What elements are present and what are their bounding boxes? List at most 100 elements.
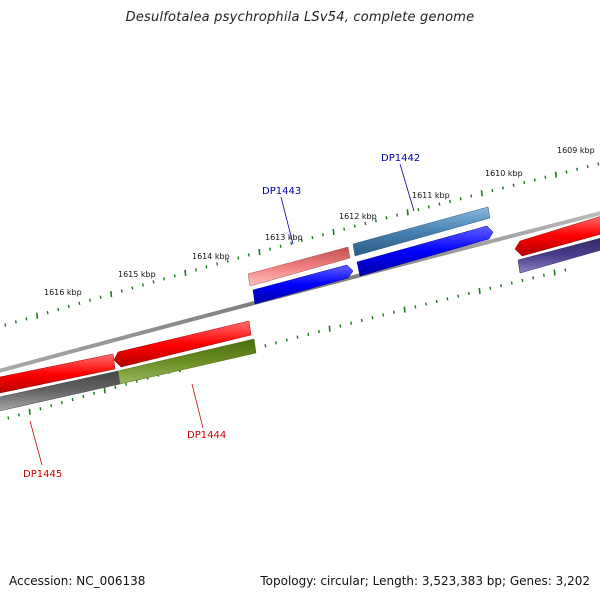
minor-tick [532, 276, 535, 280]
minor-tick [512, 183, 515, 187]
minor-tick [152, 280, 155, 284]
major-tick [403, 306, 406, 313]
leader-dp1444 [191, 383, 204, 429]
minor-tick [459, 197, 462, 201]
minor-tick [371, 316, 374, 320]
major-tick [332, 228, 335, 236]
major-tick [35, 312, 39, 319]
minor-tick [46, 310, 49, 315]
minor-tick [438, 202, 441, 206]
major-tick [553, 269, 556, 276]
minor-tick [427, 205, 430, 209]
minor-tick [71, 397, 74, 402]
minor-tick [353, 224, 356, 228]
tick-label-1610: 1610 kbp [485, 169, 523, 178]
minor-tick [392, 310, 395, 314]
minor-tick [586, 165, 589, 169]
minor-tick [237, 256, 240, 260]
feature-blue-arrow-a[interactable] [356, 225, 494, 277]
minor-tick [374, 219, 377, 223]
minor-tick [99, 295, 102, 299]
minor-tick [435, 299, 438, 304]
major-tick [28, 408, 31, 415]
minor-tick [396, 213, 399, 217]
feature-dp1444[interactable] [117, 338, 257, 385]
minor-tick [300, 238, 303, 243]
minor-tick [350, 321, 353, 325]
minor-tick [311, 235, 314, 240]
minor-tick [67, 304, 70, 309]
minor-tick [360, 318, 363, 323]
minor-tick [523, 180, 526, 185]
gene-label-dp1445[interactable]: DP1445 [23, 469, 62, 480]
major-tick [554, 171, 558, 178]
minor-tick [576, 167, 579, 171]
minor-tick [533, 178, 536, 182]
minor-tick [597, 162, 600, 166]
minor-tick [343, 227, 346, 231]
feature-dp1443[interactable] [247, 246, 351, 287]
feature-dp1442[interactable] [352, 206, 491, 257]
minor-tick [521, 278, 524, 283]
tick-label-1612: 1612 kbp [339, 212, 377, 221]
major-tick [258, 249, 261, 256]
minor-tick [491, 188, 494, 193]
minor-tick [500, 284, 503, 288]
major-tick [184, 269, 187, 276]
tick-label-1614: 1614 kbp [192, 252, 230, 261]
minor-tick [489, 286, 492, 290]
tick-label-1615: 1615 kbp [118, 270, 156, 279]
gene-label-dp1443[interactable]: DP1443 [262, 186, 301, 197]
minor-tick [470, 194, 473, 198]
major-tick [478, 287, 481, 294]
minor-tick [18, 413, 20, 417]
minor-tick [269, 247, 272, 251]
gene-label-dp1444[interactable]: DP1444 [187, 430, 226, 441]
minor-tick [417, 207, 420, 212]
minor-tick [542, 273, 545, 277]
tick-label-1609: 1609 kbp [557, 146, 595, 155]
tick-label-1611: 1611 kbp [412, 191, 450, 200]
minor-tick [457, 294, 460, 298]
minor-tick [339, 324, 342, 328]
minor-tick [39, 407, 42, 411]
gene-label-dp1442[interactable]: DP1442 [381, 153, 420, 164]
minor-tick [364, 221, 367, 226]
minor-tick [60, 400, 63, 405]
feature-red-arrow-right[interactable] [514, 215, 600, 257]
minor-tick [307, 332, 310, 336]
leader-dp1445 [29, 420, 43, 466]
accession-text: Accession: NC_006138 [9, 574, 146, 588]
minor-tick [275, 341, 278, 345]
minor-tick [290, 241, 293, 246]
minor-tick [114, 385, 117, 389]
major-tick [406, 209, 409, 216]
feature-red-middle[interactable] [113, 320, 252, 368]
minor-tick [317, 329, 320, 334]
minor-tick [226, 259, 229, 263]
minor-tick [449, 199, 452, 204]
minor-tick [82, 394, 85, 399]
feature-blue-arrow-b[interactable] [252, 264, 354, 305]
tick-label-1616: 1616 kbp [44, 288, 82, 297]
minor-tick [173, 274, 176, 278]
major-tick [328, 325, 331, 332]
minor-tick [544, 175, 547, 179]
minor-tick [502, 186, 504, 190]
minor-tick [216, 262, 219, 266]
minor-tick [4, 323, 7, 327]
minor-tick [194, 268, 197, 272]
minor-tick [78, 301, 81, 305]
feature-slate-right[interactable] [517, 237, 600, 274]
feature-red-left[interactable] [0, 353, 116, 394]
leader-dp1442 [399, 163, 415, 212]
minor-tick [57, 307, 60, 312]
minor-tick [141, 283, 144, 287]
minor-tick [414, 305, 417, 309]
minor-tick [131, 286, 134, 290]
minor-tick [264, 344, 267, 348]
minor-tick [565, 170, 568, 174]
minor-tick [14, 320, 17, 324]
minor-tick [125, 382, 128, 386]
minor-tick [247, 253, 250, 257]
